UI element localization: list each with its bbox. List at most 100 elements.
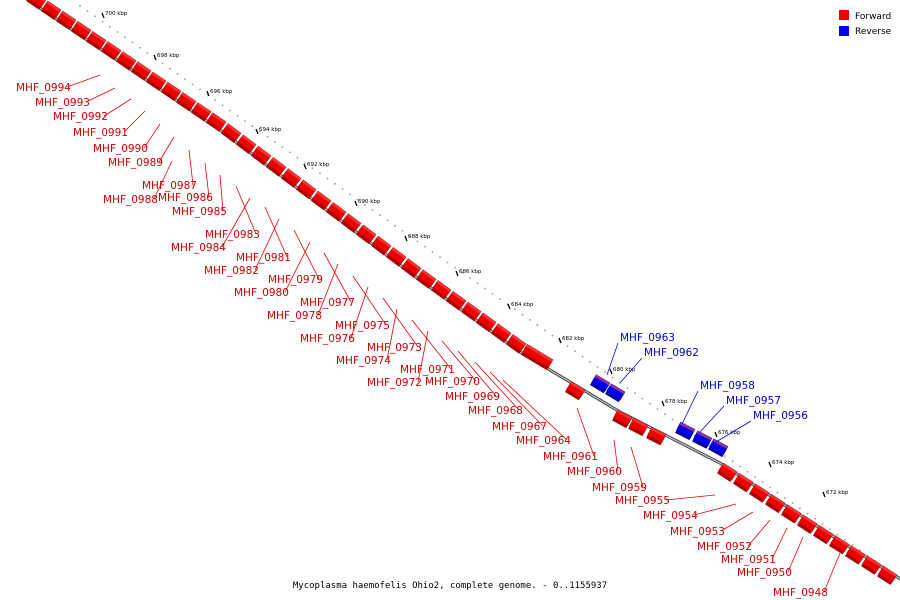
- gene-label-mhf-0989[interactable]: MHF_0989: [108, 136, 175, 169]
- forward-feature-box[interactable]: [781, 504, 802, 524]
- gene-label-mhf-0981[interactable]: MHF_0981: [236, 206, 291, 264]
- gene-label-mhf-0987[interactable]: MHF_0987: [142, 149, 197, 192]
- forward-feature-box[interactable]: [311, 190, 332, 211]
- gene-label-mhf-0969[interactable]: MHF_0969: [445, 350, 500, 403]
- forward-feature-box[interactable]: [236, 134, 257, 155]
- gene-label-mhf-0978[interactable]: MHF_0978: [267, 263, 339, 322]
- forward-feature-box[interactable]: [26, 0, 47, 10]
- forward-feature-box[interactable]: [861, 555, 882, 575]
- legend-label-forward[interactable]: Forward: [855, 12, 891, 22]
- forward-feature-box[interactable]: [506, 334, 527, 354]
- gene-label-mhf-0992[interactable]: MHF_0992: [53, 98, 132, 123]
- gene-label-mhf-0980[interactable]: MHF_0980: [234, 241, 311, 299]
- forward-feature-box[interactable]: [491, 323, 512, 343]
- reverse-feature-box[interactable]: [675, 421, 696, 441]
- gene-label-mhf-0960[interactable]: MHF_0960: [567, 439, 622, 478]
- forward-feature-box[interactable]: [116, 51, 137, 71]
- gene-label-mhf-0993[interactable]: MHF_0993: [35, 87, 116, 109]
- legend-swatch-reverse[interactable]: [839, 26, 849, 36]
- forward-feature-box[interactable]: [101, 41, 122, 61]
- forward-feature-box[interactable]: [646, 426, 667, 446]
- forward-feature-box[interactable]: [296, 179, 317, 200]
- forward-feature-box[interactable]: [356, 224, 377, 245]
- gene-label-mhf-0983[interactable]: MHF_0983: [205, 185, 260, 241]
- gene-label-mhf-0963[interactable]: MHF_0963: [606, 332, 675, 376]
- forward-feature-box[interactable]: [813, 525, 834, 545]
- forward-feature-box[interactable]: [56, 10, 77, 31]
- gene-label-mhf-0970[interactable]: MHF_0970: [425, 340, 480, 388]
- forward-feature-box[interactable]: [41, 0, 62, 20]
- forward-feature-box[interactable]: [266, 156, 287, 177]
- gene-label-mhf-0982[interactable]: MHF_0982: [204, 218, 280, 277]
- gene-label-mhf-0976[interactable]: MHF_0976: [300, 286, 369, 345]
- legend-label-reverse[interactable]: Reverse: [855, 27, 892, 37]
- gene-label-mhf-0967[interactable]: MHF_0967: [489, 371, 547, 433]
- forward-feature-box[interactable]: [431, 280, 452, 300]
- gene-label-mhf-0979[interactable]: MHF_0979: [268, 229, 323, 286]
- gene-label-mhf-0990[interactable]: MHF_0990: [93, 123, 161, 155]
- forward-feature-box[interactable]: [161, 81, 182, 102]
- gene-label-mhf-0950[interactable]: MHF_0950: [737, 536, 804, 579]
- forward-feature-box[interactable]: [877, 565, 898, 585]
- forward-feature-box[interactable]: [845, 545, 866, 565]
- forward-feature-box[interactable]: [206, 112, 227, 132]
- gene-label-mhf-0954[interactable]: MHF_0954: [643, 503, 737, 522]
- forward-feature-box[interactable]: [251, 145, 272, 166]
- gene-label-mhf-0986[interactable]: MHF_0986: [158, 162, 213, 204]
- forward-feature-box[interactable]: [749, 483, 770, 503]
- gene-label-mhf-0975[interactable]: MHF_0975: [335, 275, 390, 332]
- gene-label-mhf-0973[interactable]: MHF_0973: [367, 297, 422, 354]
- gene-label-mhf-0962[interactable]: MHF_0962: [619, 347, 699, 384]
- forward-feature-box[interactable]: [446, 290, 467, 311]
- forward-feature-box[interactable]: [533, 351, 554, 371]
- forward-feature-box[interactable]: [326, 201, 347, 222]
- forward-feature-box[interactable]: [521, 343, 542, 363]
- forward-feature-box[interactable]: [733, 473, 754, 493]
- gene-label-mhf-0956[interactable]: MHF_0956: [715, 410, 808, 443]
- gene-label-mhf-0964[interactable]: MHF_0964: [502, 379, 571, 447]
- gene-label-mhf-0985[interactable]: MHF_0985: [172, 174, 227, 218]
- gene-label-mhf-0974[interactable]: MHF_0974: [336, 308, 398, 367]
- forward-feature-box[interactable]: [476, 312, 497, 333]
- forward-feature-box[interactable]: [386, 246, 407, 267]
- forward-feature-box[interactable]: [281, 168, 302, 188]
- forward-feature-box[interactable]: [401, 258, 422, 278]
- gene-label-mhf-0948[interactable]: MHF_0948: [773, 552, 841, 599]
- gene-label-mhf-0958[interactable]: MHF_0958: [681, 380, 755, 425]
- forward-feature-box[interactable]: [797, 514, 818, 534]
- reverse-feature-box[interactable]: [692, 430, 713, 449]
- forward-feature-box[interactable]: [221, 123, 242, 143]
- gene-label-mhf-0959[interactable]: MHF_0959: [592, 446, 647, 494]
- gene-label-mhf-0972[interactable]: MHF_0972: [367, 330, 429, 389]
- forward-feature-box[interactable]: [146, 71, 167, 91]
- gene-label-mhf-0955[interactable]: MHF_0955: [615, 494, 716, 507]
- forward-feature-box[interactable]: [131, 61, 152, 81]
- gene-label-mhf-0977[interactable]: MHF_0977: [300, 252, 355, 309]
- forward-feature-box[interactable]: [717, 462, 738, 482]
- gene-label-mhf-0991[interactable]: MHF_0991: [73, 110, 146, 139]
- gene-label-mhf-0953[interactable]: MHF_0953: [670, 511, 754, 538]
- gene-label-mhf-0961[interactable]: MHF_0961: [543, 407, 598, 463]
- gene-label-mhf-0951[interactable]: MHF_0951: [721, 527, 788, 566]
- forward-feature-box[interactable]: [628, 417, 649, 437]
- forward-feature-box[interactable]: [86, 30, 107, 51]
- forward-feature-box[interactable]: [765, 493, 786, 514]
- reverse-feature-box[interactable]: [590, 374, 611, 394]
- forward-feature-box[interactable]: [71, 20, 92, 41]
- forward-feature-box[interactable]: [341, 213, 362, 233]
- forward-feature-box[interactable]: [416, 269, 437, 289]
- gene-label-mhf-0984[interactable]: MHF_0984: [171, 197, 251, 254]
- gene-label-mhf-0988[interactable]: MHF_0988: [103, 160, 173, 206]
- forward-feature-box[interactable]: [461, 301, 482, 322]
- forward-feature-box[interactable]: [176, 92, 197, 112]
- reverse-feature-box[interactable]: [708, 438, 729, 458]
- forward-feature-box[interactable]: [371, 235, 392, 256]
- gene-label-mhf-0957[interactable]: MHF_0957: [698, 395, 781, 434]
- reverse-feature-box[interactable]: [605, 383, 626, 403]
- forward-feature-box[interactable]: [565, 381, 586, 401]
- legend-swatch-forward[interactable]: [839, 10, 849, 20]
- gene-label-mhf-0952[interactable]: MHF_0952: [697, 519, 771, 553]
- gene-label-mhf-0968[interactable]: MHF_0968: [468, 361, 523, 417]
- forward-feature-box[interactable]: [191, 102, 212, 122]
- forward-feature-box[interactable]: [612, 409, 633, 429]
